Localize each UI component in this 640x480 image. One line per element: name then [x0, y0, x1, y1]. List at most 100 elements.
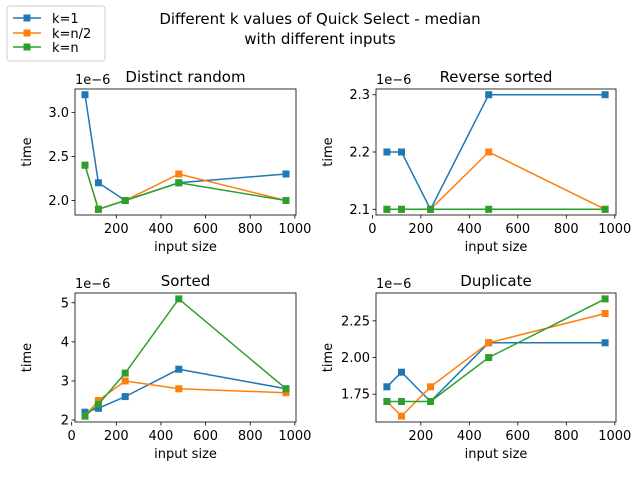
y-tick-label: 2.1	[349, 203, 370, 218]
data-point-k-1	[94, 404, 102, 412]
data-point-k-n-2	[601, 310, 609, 317]
legend: k=1 k=n/2 k=n	[6, 5, 106, 62]
y-tick-label: 2.00	[341, 351, 370, 366]
plot-area	[75, 293, 296, 422]
data-point-k-n	[601, 295, 609, 303]
data-point-k-n	[427, 205, 434, 213]
data-point-k-n	[81, 161, 89, 169]
x-tick-label: 1000	[598, 222, 631, 237]
y-tick-label: 2.2	[349, 146, 370, 161]
data-point-k-n-2	[485, 339, 493, 347]
x-tick-label: 600	[505, 429, 530, 444]
data-point-k-n	[121, 369, 129, 377]
data-point-k-n-2	[427, 383, 434, 391]
data-point-k-1	[81, 91, 89, 99]
y-offset-text: 1e−6	[75, 277, 110, 292]
data-point-k-n	[383, 205, 391, 213]
x-tick-label: 0	[368, 222, 376, 237]
x-tick-label: 600	[193, 222, 218, 237]
legend-marker-k1	[23, 14, 31, 22]
data-point-k-n	[398, 205, 405, 213]
data-point-k-1	[383, 383, 391, 391]
data-point-k-n-2	[175, 170, 183, 178]
y-offset-text: 1e−6	[75, 73, 110, 88]
data-point-k-1	[601, 339, 609, 347]
data-point-k-n-2	[121, 377, 129, 385]
x-tick-label: 800	[238, 222, 263, 237]
data-point-k-1	[81, 408, 89, 416]
y-offset-text: 1e−6	[376, 73, 411, 88]
y-axis-label: time	[321, 343, 336, 372]
y-axis-label: time	[20, 343, 35, 372]
data-point-k-1	[383, 148, 391, 156]
y-tick-label: 1.75	[341, 388, 370, 403]
data-point-k-1	[485, 91, 493, 99]
subplot-title: Duplicate	[460, 272, 531, 290]
data-point-k-1	[601, 91, 609, 99]
data-point-k-n-2	[282, 389, 290, 397]
y-tick-label: 2.3	[349, 88, 370, 103]
data-point-k-1	[175, 365, 183, 373]
data-point-k-n-2	[175, 385, 183, 393]
data-point-k-n	[81, 412, 89, 420]
subplot-sorted: 0 200 400 600 800 1000 2 3 4 5 Sorted input size tim…	[20, 272, 311, 462]
data-point-k-n	[383, 398, 391, 405]
data-point-k-n	[94, 400, 102, 408]
legend-label-k1: k=1	[52, 12, 79, 27]
x-tick-label: 1000	[598, 429, 631, 444]
data-point-k-1	[282, 170, 290, 178]
data-point-k-n	[175, 295, 183, 303]
y-tick-label: 4	[61, 335, 69, 350]
x-tick-label: 200	[104, 429, 129, 444]
x-tick-label: 400	[149, 429, 174, 444]
x-axis-label: input size	[154, 240, 217, 255]
data-point-k-n	[485, 354, 493, 361]
y-tick-label: 2.25	[341, 314, 370, 329]
axes-frame	[74, 292, 297, 423]
y-tick-label: 2.5	[48, 150, 69, 165]
subplot-distinct-random: 200 400 600 800 1000 2.0 2.5 3.0 Distinct random…	[20, 68, 311, 255]
x-tick-label: 400	[457, 429, 482, 444]
x-tick-label: 800	[238, 429, 263, 444]
data-point-k-n-2	[485, 148, 493, 156]
x-tick-label: 200	[408, 429, 433, 444]
plot-area	[376, 89, 616, 215]
y-tick-label: 3.0	[48, 106, 69, 121]
x-tick-label: 200	[408, 222, 433, 237]
data-point-k-n	[427, 398, 434, 405]
axes-frame	[74, 88, 297, 216]
subplot-title: Sorted	[161, 272, 211, 290]
x-tick-label: 1000	[278, 222, 311, 237]
y-tick-label: 2.0	[48, 194, 69, 209]
x-tick-label: 400	[149, 222, 174, 237]
x-tick-label: 600	[505, 222, 530, 237]
data-point-k-1	[121, 393, 129, 401]
data-point-k-n	[485, 205, 493, 213]
legend-label-kn2: k=n/2	[52, 27, 91, 42]
data-point-k-n	[398, 398, 405, 405]
data-point-k-1	[94, 179, 102, 187]
data-point-k-n-2	[94, 397, 102, 404]
subplot-title: Reverse sorted	[440, 68, 553, 86]
data-point-k-n	[601, 205, 609, 213]
x-tick-label: 0	[68, 429, 76, 444]
subplot-reverse-sorted: 0 200 400 600 800 1000 2.1 2.2 2.3 Reverse sorted…	[321, 68, 631, 255]
x-tick-label: 400	[457, 222, 482, 237]
legend-marker-kn2	[23, 29, 31, 37]
y-tick-label: 3	[61, 374, 69, 389]
data-point-k-n	[282, 197, 290, 204]
x-axis-label: input size	[465, 240, 528, 255]
legend-marker-kn	[23, 43, 31, 51]
figure-title-line-2: with different inputs	[244, 30, 396, 48]
data-point-k-n	[175, 179, 183, 187]
x-tick-label: 800	[554, 429, 579, 444]
legend-label-kn: k=n	[52, 41, 79, 56]
data-point-k-n	[282, 385, 290, 393]
x-tick-label: 800	[554, 222, 579, 237]
data-point-k-1	[398, 148, 405, 156]
x-tick-label: 600	[193, 429, 218, 444]
y-axis-label: time	[321, 137, 336, 166]
data-point-k-n	[121, 197, 129, 204]
